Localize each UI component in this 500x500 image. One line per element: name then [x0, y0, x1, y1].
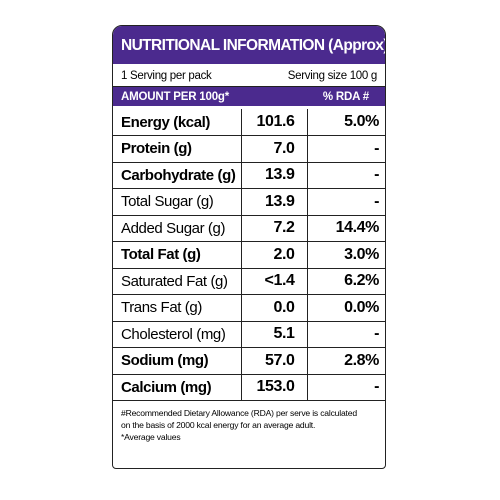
nutrient-name: Protein (g) — [113, 135, 241, 162]
nutrient-name: Calcium (mg) — [113, 373, 241, 401]
nutrient-row: Saturated Fat (g) <1.4 6.2% — [113, 267, 385, 295]
column-header: AMOUNT PER 100g* % RDA # — [113, 87, 385, 106]
nutrient-row: Carbohydrate (g) 13.9- — [113, 161, 385, 189]
nutrient-rda: - — [307, 161, 385, 189]
nutrient-amount: 13.9 — [240, 188, 308, 215]
nutrient-name: Carbohydrate (g) — [113, 161, 241, 189]
nutrient-amount: 153.0 — [240, 373, 308, 401]
nutrient-rda: 2.8% — [307, 347, 385, 374]
serving-row: 1 Serving per pack Serving size 100 g — [113, 64, 385, 87]
nutrient-name: Sodium (mg) — [113, 347, 241, 374]
footnote-line: #Recommended Dietary Allowance (RDA) per… — [121, 408, 357, 418]
nutrient-rda: - — [307, 135, 385, 162]
nutrient-row: Cholesterol (mg) 5.1- — [113, 320, 385, 348]
nutrient-row: Protein (g) 7.0- — [113, 135, 385, 162]
nutrient-amount: 57.0 — [240, 347, 308, 374]
label-title: NUTRITIONAL INFORMATION (Approx) — [113, 26, 385, 64]
nutrient-name: Total Sugar (g) — [113, 188, 241, 215]
nutrient-rda: - — [307, 373, 385, 401]
nutrient-rda: 14.4% — [307, 214, 385, 242]
nutrient-row: Sodium (mg) 57.0 2.8% — [113, 347, 385, 374]
nutrient-row: Energy (kcal) 101.6 5.0% — [113, 109, 385, 136]
footnote-line: *Average values — [121, 432, 181, 442]
nutrient-amount: <1.4 — [240, 267, 308, 295]
nutrient-rda: 5.0% — [344, 113, 379, 130]
nutrient-rda: - — [307, 320, 385, 348]
nutrition-label: NUTRITIONAL INFORMATION (Approx) 1 Servi… — [112, 25, 386, 469]
nutrient-rda: 6.2% — [307, 267, 385, 295]
nutrient-amount: 0.0 — [240, 294, 308, 321]
nutrient-name: Added Sugar (g) — [113, 214, 241, 242]
nutrient-amount: 101.6 — [240, 109, 308, 136]
nutrient-row: Total Sugar (g) 13.9- — [113, 188, 385, 215]
servings-per-pack: 1 Serving per pack — [121, 70, 212, 82]
nutrient-table: Energy (kcal) 101.6 5.0% Protein (g) 7.0- Car… — [113, 109, 385, 401]
nutrient-amount: 7.0 — [240, 135, 308, 162]
nutrient-name: Total Fat (g) — [113, 241, 241, 268]
amount-header: AMOUNT PER 100g* — [121, 91, 229, 103]
nutrient-rda: 3.0% — [307, 241, 385, 268]
nutrient-name: Cholesterol (mg) — [113, 320, 241, 348]
nutrient-name: Trans Fat (g) — [113, 294, 241, 321]
nutrient-rda: - — [307, 188, 385, 215]
nutrient-row: Calcium (mg) 153.0- — [113, 373, 385, 401]
nutrient-amount: 13.9 — [240, 161, 308, 189]
footnote-line: on the basis of 2000 kcal energy for an … — [121, 420, 316, 430]
nutrient-amount: 5.1 — [240, 320, 308, 348]
nutrient-name: Energy (kcal) — [121, 113, 211, 131]
nutrient-name: Saturated Fat (g) — [113, 267, 241, 295]
nutrient-rows: Energy (kcal) 101.6 5.0% Protein (g) 7.0- Car… — [113, 109, 385, 401]
serving-size: Serving size 100 g — [287, 70, 378, 82]
nutrient-rda: 0.0% — [307, 294, 385, 321]
nutrient-row: Added Sugar (g) 7.2 14.4% — [113, 214, 385, 242]
nutrient-row: Total Fat (g) 2.0 3.0% — [113, 241, 385, 268]
nutrient-amount: 2.0 — [240, 241, 308, 268]
nutrient-amount: 7.2 — [240, 214, 308, 242]
rda-header: % RDA # — [322, 91, 369, 103]
nutrient-row: Trans Fat (g) 0.0 0.0% — [113, 294, 385, 321]
footnotes: #Recommended Dietary Allowance (RDA) per… — [113, 401, 385, 443]
